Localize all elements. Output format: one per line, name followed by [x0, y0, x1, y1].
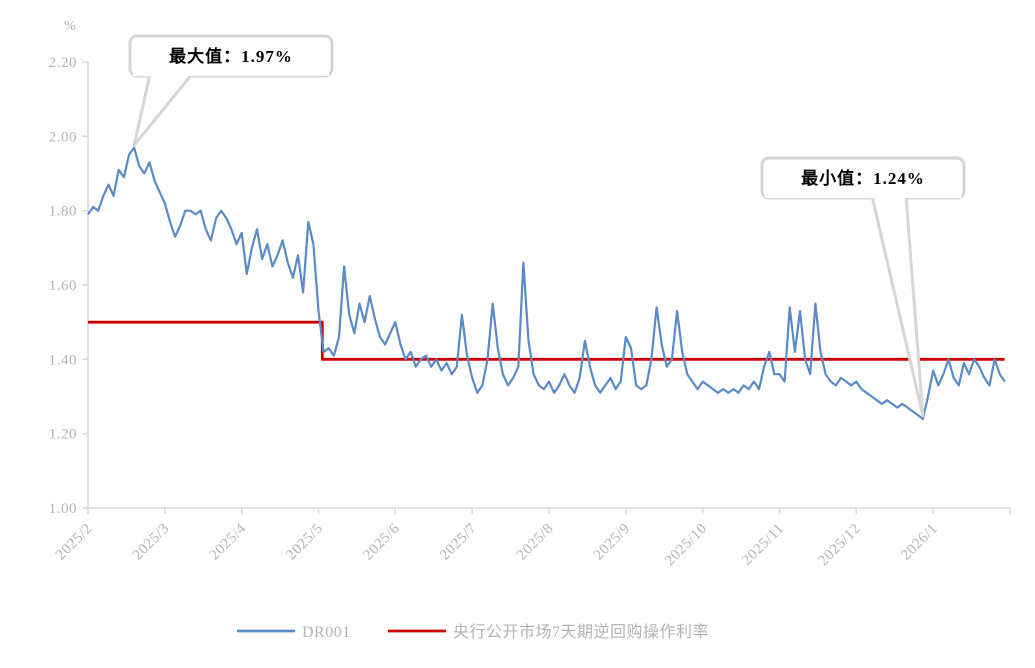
- y-axis-label: 1.80: [49, 204, 77, 220]
- x-axis-label: 2026/1: [898, 521, 941, 564]
- y-axis-unit-label: %: [64, 19, 76, 34]
- x-axis-label: 2025/4: [207, 521, 250, 564]
- min-callout-seam: [765, 192, 961, 198]
- y-axis-label: 1.00: [49, 501, 77, 517]
- dr001-line: [87, 146, 1006, 420]
- legend-policy-rate-label: 央行公开市场7天期逆回购操作利率: [453, 623, 709, 641]
- x-axis-label: 2025/6: [360, 521, 403, 564]
- axis-lines: [87, 62, 1010, 509]
- max-callout-label: 最大值：1.97%: [169, 46, 293, 66]
- y-axis-label: 1.20: [49, 427, 77, 443]
- max-callout-seam: [133, 70, 329, 76]
- y-axis-label: 2.20: [49, 55, 77, 71]
- y-axis-label: 2.00: [49, 129, 77, 145]
- x-axis-label: 2025/9: [591, 521, 634, 564]
- y-axis-label: 1.60: [49, 278, 77, 294]
- legend-dr001-label: DR001: [302, 624, 351, 641]
- x-axis-label: 2025/7: [437, 521, 480, 564]
- y-axis-label: 1.40: [49, 352, 77, 368]
- x-axis-label: 2025/11: [739, 521, 787, 569]
- x-axis-label: 2025/10: [662, 521, 711, 570]
- min-callout-tail: [870, 194, 925, 418]
- max-callout-tail: [132, 72, 194, 147]
- x-axis-label: 2025/8: [514, 521, 557, 564]
- x-axis-label: 2025/12: [816, 521, 865, 570]
- x-axis-label: 2025/5: [283, 521, 326, 564]
- min-callout-label: 最小值：1.24%: [801, 168, 925, 188]
- x-axis-label: 2025/2: [53, 521, 96, 564]
- policy-rate-line: [88, 320, 1005, 361]
- x-axis-label: 2025/3: [130, 521, 173, 564]
